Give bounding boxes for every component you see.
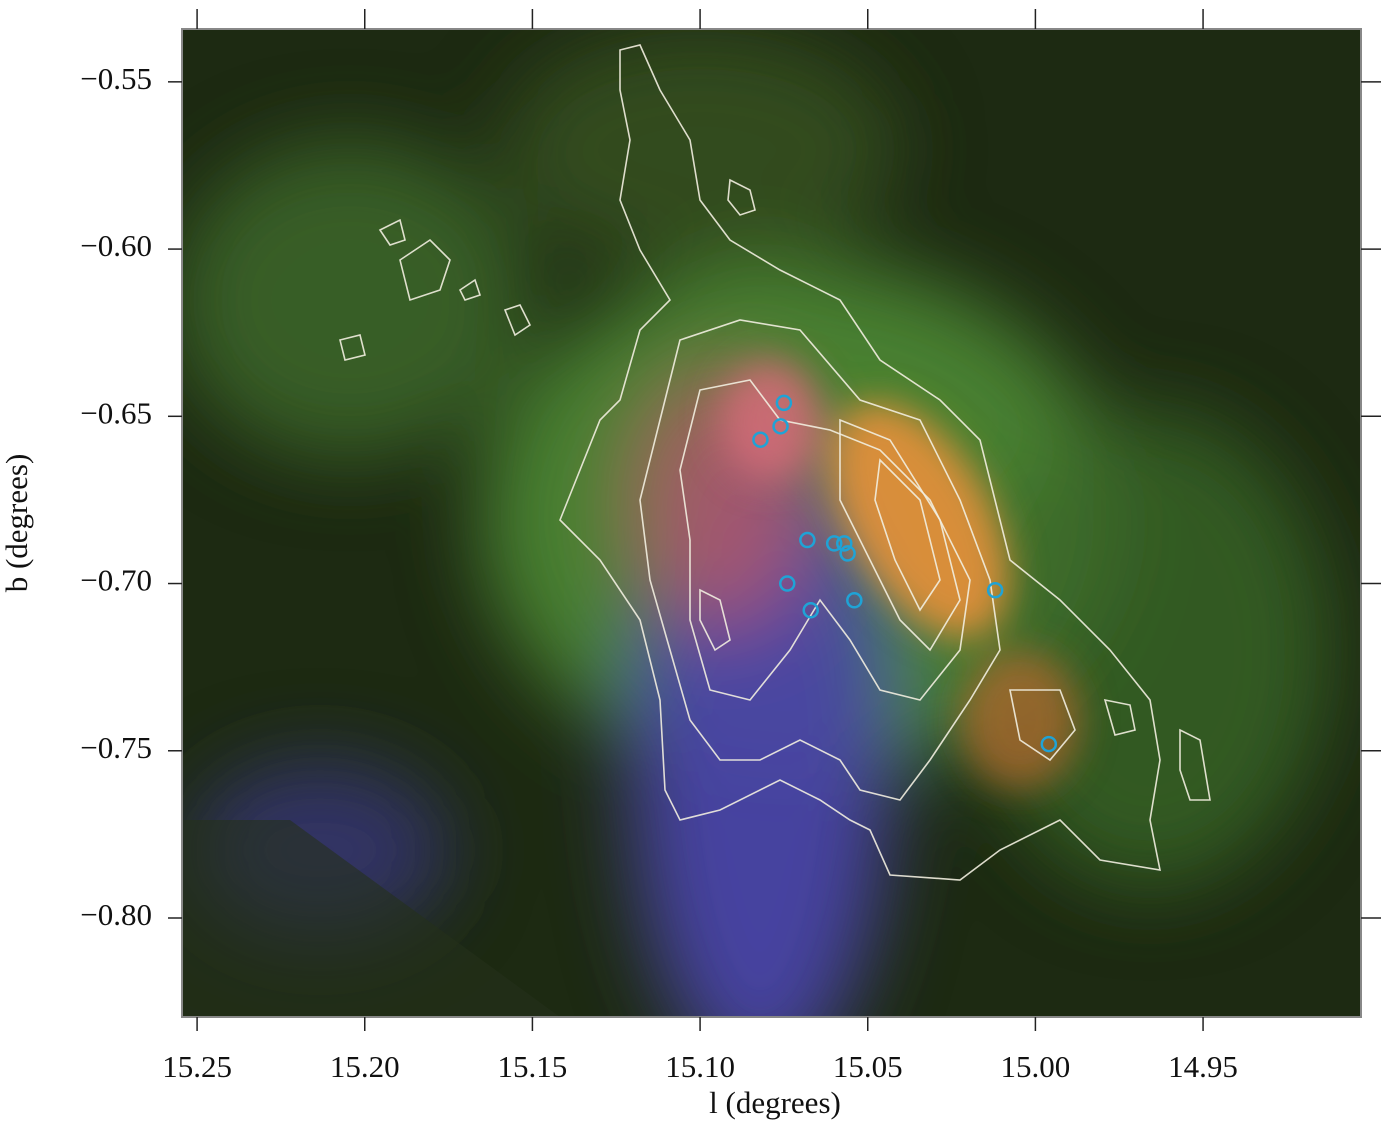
contours bbox=[339, 44, 1211, 881]
source-marker bbox=[779, 575, 796, 592]
source-marker bbox=[772, 418, 789, 435]
x-tick-label: 15.10 bbox=[665, 1049, 735, 1084]
x-tick-label: 15.15 bbox=[498, 1049, 568, 1084]
source-marker bbox=[1040, 735, 1058, 753]
source-marker bbox=[802, 602, 819, 619]
plot-frame bbox=[181, 28, 1362, 1018]
sky-image bbox=[182, 29, 1361, 1017]
source-marker bbox=[825, 535, 843, 552]
x-tick-label: 15.25 bbox=[162, 1049, 232, 1084]
source-marker bbox=[986, 581, 1004, 599]
x-tick-label: 15.00 bbox=[1001, 1049, 1071, 1084]
y-tick-label: −0.65 bbox=[80, 395, 152, 430]
y-axis-title: b (degrees) bbox=[0, 454, 34, 593]
y-tick-label: −0.60 bbox=[80, 228, 152, 263]
source-marker bbox=[752, 431, 769, 448]
y-tick-label: −0.55 bbox=[80, 61, 152, 96]
x-tick-label: 15.05 bbox=[833, 1049, 903, 1084]
source-marker bbox=[846, 592, 863, 609]
source-marker bbox=[839, 545, 856, 562]
y-tick-label: −0.80 bbox=[80, 897, 152, 932]
x-tick-label: 15.20 bbox=[330, 1049, 400, 1084]
source-marker bbox=[799, 531, 816, 549]
x-axis-title: l (degrees) bbox=[709, 1085, 841, 1120]
y-tick-label: −0.75 bbox=[80, 730, 152, 765]
x-tick-label: 14.95 bbox=[1168, 1049, 1238, 1084]
source-marker bbox=[836, 535, 853, 552]
y-tick-label: −0.70 bbox=[80, 563, 152, 598]
source-marker bbox=[775, 394, 793, 412]
